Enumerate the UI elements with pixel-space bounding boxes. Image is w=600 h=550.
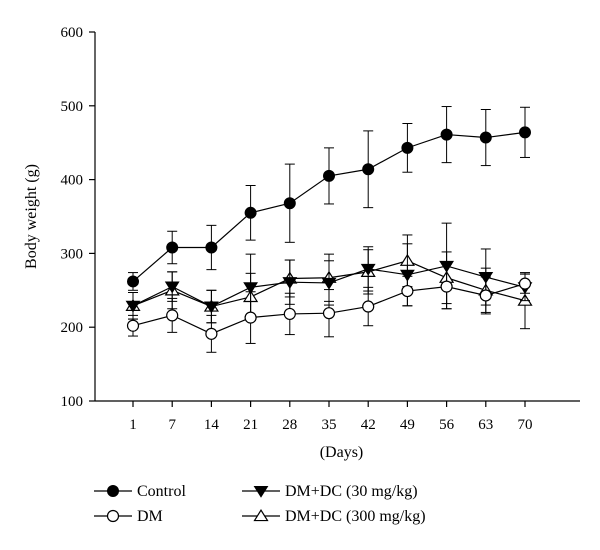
data-point: [166, 241, 179, 254]
series-layer: [125, 106, 533, 353]
data-point: [243, 282, 259, 295]
legend-marker: [253, 485, 269, 498]
data-point: [321, 277, 337, 290]
legend-entry-3: DM+DC (300 mg/kg): [242, 508, 426, 525]
data-point: [362, 163, 375, 176]
x-tick-label: 28: [282, 417, 297, 433]
data-point: [282, 277, 298, 289]
data-point: [205, 241, 218, 254]
data-point: [440, 280, 453, 293]
x-tick-label: 70: [518, 417, 533, 433]
data-point: [322, 307, 336, 320]
legend-label: DM: [137, 508, 163, 525]
x-tick-label: 1: [129, 417, 137, 433]
y-tick-label: 400: [61, 173, 84, 189]
legend-marker: [107, 485, 119, 497]
data-point: [164, 281, 180, 294]
legend-marker: [253, 509, 269, 522]
legend-label: Control: [137, 483, 186, 500]
data-point: [283, 307, 296, 321]
data-point: [362, 300, 375, 313]
y-tick-label: 100: [61, 394, 84, 410]
y-tick-label: 600: [61, 25, 84, 41]
legend-marker: [106, 509, 120, 523]
data-point: [360, 263, 376, 276]
x-tick-label: 49: [400, 417, 415, 433]
data-point: [479, 289, 492, 302]
data-point: [127, 275, 139, 288]
x-tick-label: 7: [168, 417, 176, 433]
data-point: [401, 141, 414, 154]
data-point: [518, 277, 532, 290]
legend: Control DM DM+DC (30 mg/kg) DM+DC (300 mg/k…: [94, 483, 426, 525]
data-point: [203, 301, 219, 314]
y-tick-label: 500: [61, 99, 84, 115]
data-point: [283, 197, 296, 210]
data-point: [479, 131, 492, 144]
legend-label: DM+DC (30 mg/kg): [285, 483, 418, 500]
x-tick-label: 42: [361, 417, 376, 433]
x-tick-label: 14: [204, 417, 220, 433]
data-point: [440, 128, 453, 141]
axes: 100 200 300 400 500 600 1 7 14 21 28 35 42 49 56 63 70: [61, 25, 580, 433]
legend-entry-1: DM: [94, 508, 163, 525]
y-axis-title: Body weight (g): [23, 164, 40, 269]
data-point: [125, 300, 141, 313]
y-tick-label: 200: [61, 320, 84, 336]
x-axis-title: (Days): [320, 444, 364, 461]
data-point: [126, 319, 140, 332]
data-point: [244, 311, 257, 324]
series-0: [127, 106, 531, 291]
x-tick-label: 21: [243, 417, 258, 433]
x-tick-label: 56: [439, 417, 455, 433]
y-tick-label: 300: [61, 246, 84, 262]
data-point: [519, 126, 531, 139]
x-tick-label: 35: [322, 417, 337, 433]
x-tick-label: 63: [478, 417, 493, 433]
data-point: [205, 327, 218, 340]
series-1: [126, 263, 532, 353]
data-point: [166, 309, 179, 322]
data-point: [244, 206, 257, 219]
legend-entry-0: Control: [94, 483, 186, 500]
legend-label: DM+DC (300 mg/kg): [285, 508, 426, 525]
data-point: [401, 284, 414, 298]
data-point: [399, 269, 415, 282]
legend-entry-2: DM+DC (30 mg/kg): [242, 483, 418, 500]
data-point: [323, 169, 335, 182]
